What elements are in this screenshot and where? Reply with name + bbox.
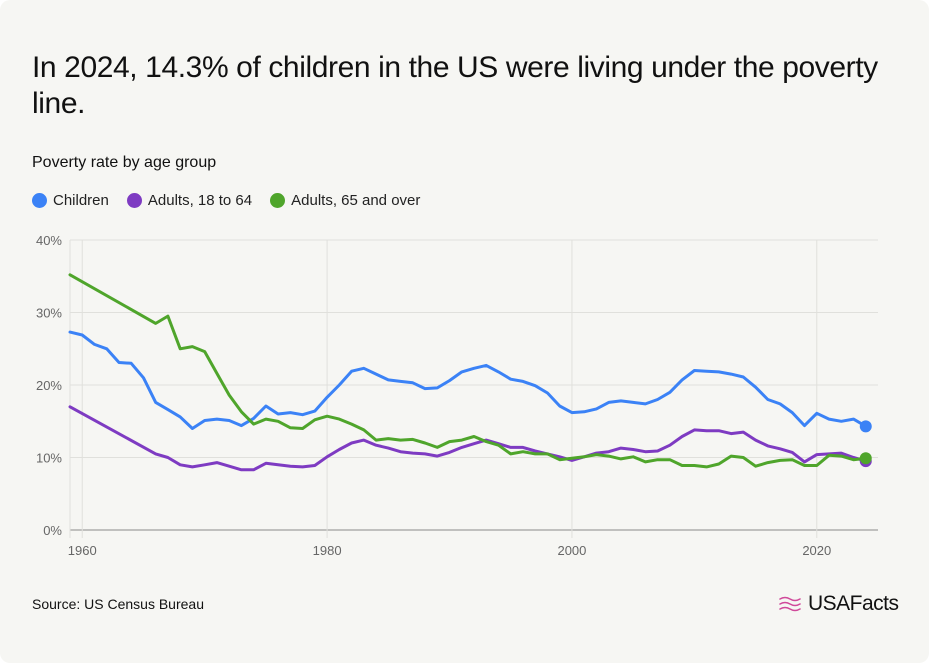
series-line-adults-18-to-64	[68, 405, 868, 472]
chart-subtitle: Poverty rate by age group	[32, 154, 217, 171]
legend-swatch-adults-18-64	[126, 193, 142, 208]
series-line-adults-65-and-over	[68, 273, 868, 469]
y-tick-label: 40%	[36, 233, 62, 248]
x-tick-label: 2020	[802, 543, 831, 558]
y-tick-label: 10%	[36, 451, 62, 466]
legend-swatch-children	[32, 193, 47, 208]
brand-logo: USAFacts	[778, 592, 899, 616]
legend-label-children: Children	[53, 192, 109, 209]
x-tick-label: 1980	[313, 543, 342, 558]
flag-icon	[779, 596, 801, 612]
x-tick-label: 2000	[557, 543, 586, 558]
source-note: Source: US Census Bureau	[32, 596, 204, 612]
legend-label-adults-18-64: Adults, 18 to 64	[147, 192, 253, 209]
y-tick-label: 20%	[36, 378, 62, 393]
x-tick-label: 1960	[68, 543, 97, 558]
series-end-marker-children	[859, 420, 872, 433]
legend-item-adults-18-64: Adults, 18 to 64	[126, 192, 253, 209]
legend-swatch-adults-65-over	[270, 193, 286, 208]
y-tick-label: 0%	[43, 523, 62, 538]
legend-item-children: Children	[32, 192, 109, 209]
series-end-marker-adults-65-and-over	[859, 452, 872, 465]
series-line-children	[68, 330, 868, 430]
chart-legend: Children Adults, 18 to 64 Adults, 65 and…	[32, 192, 420, 209]
brand-name: USAFacts	[808, 592, 899, 615]
legend-label-adults-65-over: Adults, 65 and over	[291, 192, 421, 209]
y-tick-label: 30%	[36, 306, 62, 321]
legend-item-adults-65-over: Adults, 65 and over	[270, 192, 420, 209]
chart-title: In 2024, 14.3% of children in the US wer…	[32, 51, 878, 120]
